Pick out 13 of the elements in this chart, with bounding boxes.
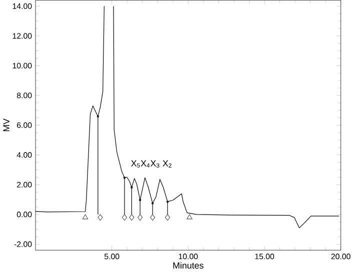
point (186, 214, 192, 220)
point (138, 214, 143, 221)
point (150, 214, 156, 221)
point (129, 214, 134, 221)
point (122, 214, 128, 221)
point (82, 214, 88, 220)
point (98, 214, 103, 221)
point (96, 115, 100, 118)
x-axis-title: Minutes (173, 262, 204, 269)
y-axis-title: MV (3, 118, 10, 132)
point (165, 214, 170, 221)
point (138, 198, 142, 202)
annotation: X$_{5}$X$_{4}$X$_{3}$ X$_{2}$ (131, 160, 172, 168)
